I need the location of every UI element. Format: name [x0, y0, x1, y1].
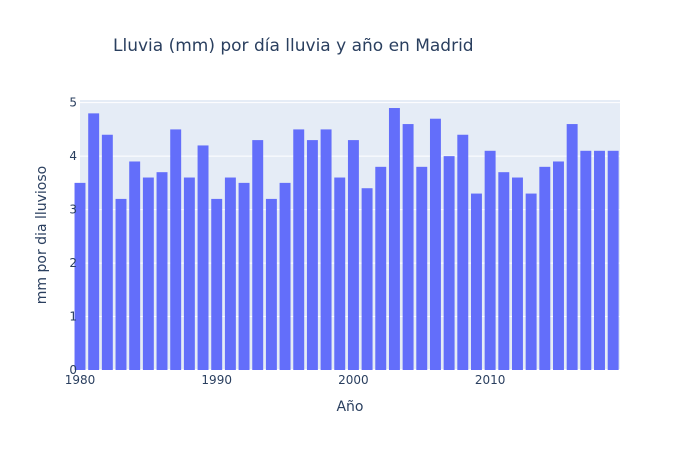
bar-1983 [115, 198, 127, 370]
y-axis-title: mm por dia lluvioso [34, 166, 50, 304]
bar-1986 [156, 172, 168, 370]
bars [74, 108, 619, 371]
x-axis-title: Año [336, 399, 363, 415]
bar-2010 [484, 150, 496, 370]
bar-2008 [457, 134, 469, 370]
y-tick-label: 1 [69, 310, 77, 324]
bar-1999 [334, 177, 346, 370]
y-tick-label: 4 [69, 149, 77, 163]
bar-1997 [306, 140, 318, 370]
bar-1984 [129, 161, 141, 370]
bar-1993 [252, 140, 264, 370]
bar-2013 [525, 193, 537, 370]
bar-1998 [320, 129, 332, 370]
bar-2006 [429, 118, 441, 371]
y-tick-label: 0 [69, 363, 77, 377]
bar-2012 [512, 177, 523, 370]
chart-title: Lluvia (mm) por día lluvia y año en Madr… [113, 36, 474, 56]
bar-2014 [539, 166, 551, 370]
bar-1996 [293, 129, 305, 370]
bar-1989 [197, 145, 209, 370]
bar-2007 [443, 156, 455, 370]
bar-1985 [142, 177, 154, 370]
bar-2005 [416, 166, 428, 370]
bar-2003 [388, 108, 400, 370]
bar-2009 [470, 193, 482, 370]
y-tick-label: 5 [69, 96, 77, 110]
bar-1991 [224, 177, 236, 370]
bar-2000 [347, 140, 359, 370]
x-tick-label: 1980 [65, 373, 96, 387]
bar-1992 [238, 182, 250, 370]
bar-2019 [607, 150, 619, 370]
bar-1987 [170, 129, 182, 370]
bar-2016 [566, 124, 578, 370]
bar-1988 [183, 177, 195, 370]
bar-1994 [265, 198, 277, 370]
y-tick-label: 3 [69, 203, 77, 217]
bar-1980 [74, 182, 86, 370]
x-tick-label: 1990 [201, 373, 232, 387]
tick-labels: 0 1 2 3 4 5 1980 1990 2000 2010 [65, 96, 506, 387]
bar-2001 [361, 188, 373, 370]
bar-1981 [88, 113, 100, 370]
x-tick-label: 2000 [338, 373, 369, 387]
bar-2018 [594, 150, 605, 370]
bar-1995 [279, 182, 291, 370]
bar-2015 [553, 161, 564, 370]
bar-1990 [211, 198, 223, 370]
bar-2017 [580, 150, 592, 370]
y-tick-label: 2 [69, 256, 77, 270]
bar-2004 [402, 124, 414, 370]
bar-2002 [375, 166, 387, 370]
bar-2011 [498, 172, 510, 370]
bar-1982 [101, 134, 113, 370]
x-tick-label: 2010 [475, 373, 506, 387]
